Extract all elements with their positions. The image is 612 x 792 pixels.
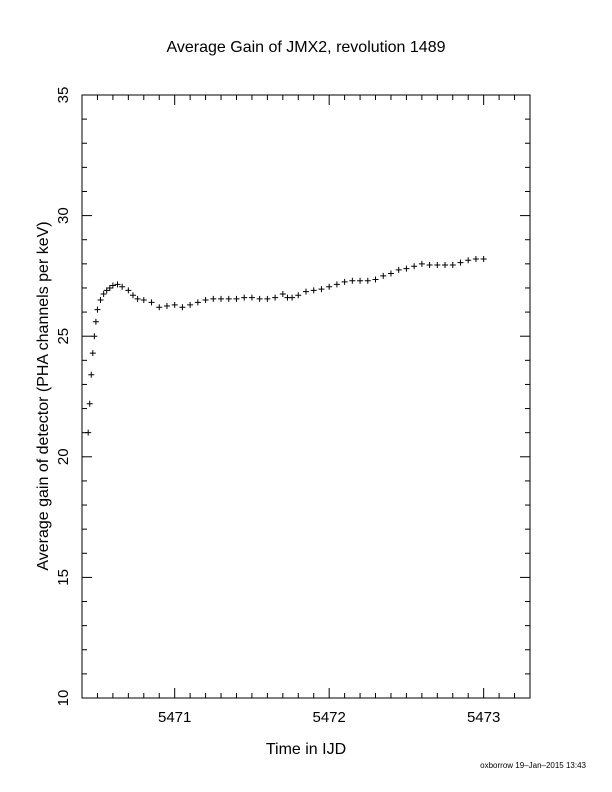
data-point <box>380 272 387 279</box>
data-point <box>480 256 487 263</box>
data-point <box>272 294 279 301</box>
data-point <box>341 278 348 285</box>
y-tick-label: 25 <box>55 328 72 345</box>
data-point <box>241 294 248 301</box>
data-point <box>472 256 479 263</box>
data-point <box>357 277 364 284</box>
data-point <box>97 297 104 304</box>
data-point <box>129 292 136 299</box>
data-point <box>318 286 325 293</box>
data-point <box>134 295 141 302</box>
data-point <box>100 290 107 297</box>
data-point <box>264 295 271 302</box>
y-axis-label: Average gain of detector (PHA channels p… <box>35 221 52 570</box>
data-point <box>109 282 116 289</box>
data-point <box>349 277 356 284</box>
data-point <box>295 292 302 299</box>
data-point <box>364 277 371 284</box>
data-point <box>85 429 92 436</box>
data-point <box>387 270 394 277</box>
y-tick-label: 30 <box>55 207 72 224</box>
data-point <box>86 400 93 407</box>
data-point <box>395 266 402 273</box>
data-point <box>125 287 132 294</box>
data-point <box>163 303 170 310</box>
data-series <box>85 256 487 436</box>
data-point <box>225 295 232 302</box>
data-point <box>449 262 456 269</box>
x-axis-label: Time in IJD <box>266 741 346 758</box>
data-point <box>303 288 309 295</box>
data-point <box>457 259 464 266</box>
data-point <box>194 299 201 306</box>
data-point <box>333 281 340 288</box>
y-tick-label: 20 <box>55 448 72 465</box>
data-point <box>248 294 255 301</box>
footer-credit: oxborrow 19–Jan–2015 13:43 <box>480 761 586 770</box>
data-point <box>106 284 113 291</box>
data-point <box>279 290 286 297</box>
data-point <box>89 350 96 357</box>
x-tick-label: 5473 <box>467 709 500 726</box>
data-point <box>202 297 209 304</box>
data-point <box>233 295 240 302</box>
data-point <box>210 295 217 302</box>
y-tick-label: 35 <box>55 87 72 104</box>
data-point <box>326 283 333 290</box>
data-point <box>94 306 101 313</box>
data-point <box>91 333 98 340</box>
data-point <box>465 257 472 264</box>
x-axis: 5471 5472 5473 <box>81 95 531 726</box>
data-point <box>289 294 296 301</box>
data-point <box>442 262 449 269</box>
data-point <box>140 297 147 304</box>
data-point <box>187 301 194 308</box>
y-axis: 10 15 20 25 30 35 <box>55 87 530 707</box>
data-point <box>418 260 425 267</box>
data-point <box>148 299 155 306</box>
data-point <box>119 283 126 290</box>
data-point <box>171 301 178 308</box>
plot-frame <box>81 94 531 699</box>
data-point <box>434 262 441 269</box>
data-point <box>411 263 418 270</box>
y-tick-label: 15 <box>55 569 72 586</box>
x-tick-label: 5471 <box>158 709 191 726</box>
data-point <box>114 281 121 288</box>
data-point <box>218 295 225 302</box>
data-point <box>403 265 410 272</box>
data-point <box>372 276 379 283</box>
data-point <box>256 295 263 302</box>
data-point <box>310 287 317 294</box>
data-point <box>156 304 163 311</box>
y-tick-label: 10 <box>55 690 72 707</box>
data-point <box>179 304 186 311</box>
data-point <box>103 287 110 294</box>
chart-title: Average Gain of JMX2, revolution 1489 <box>167 39 446 56</box>
x-tick-label: 5472 <box>312 709 345 726</box>
data-point <box>426 262 433 269</box>
data-point <box>88 371 95 378</box>
data-point <box>92 318 99 325</box>
